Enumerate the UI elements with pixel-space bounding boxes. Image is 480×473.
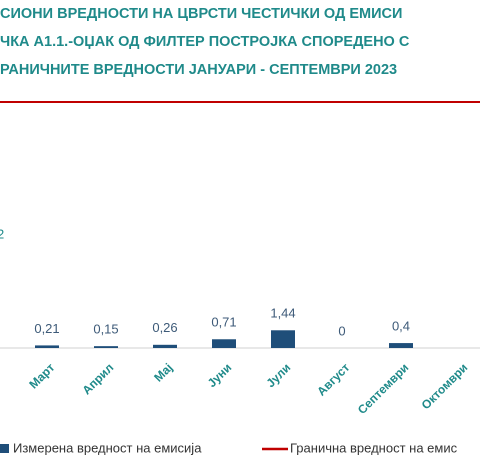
chart-title: ЧКА А1.1.-ОЏАК ОД ФИЛТЕР ПОСТРОЈКА СПОРЕ… bbox=[0, 34, 410, 50]
legend-label: Измерена вредност на емисија bbox=[13, 440, 202, 455]
x-tick-label: Мај bbox=[151, 360, 175, 384]
bar bbox=[271, 330, 295, 348]
value-label: 0,15 bbox=[93, 322, 118, 337]
legend-label: Гранична вредност на емис bbox=[290, 440, 458, 455]
value-label: 0,4 bbox=[392, 319, 410, 334]
x-tick-label: Април bbox=[79, 360, 116, 397]
value-label: 0,21 bbox=[34, 321, 59, 336]
chart-title: СИОНИ ВРЕДНОСТИ НА ЦВРСТИ ЧЕСТИЧКИ ОД ЕМ… bbox=[0, 6, 402, 22]
x-tick-label: Јули bbox=[264, 360, 294, 390]
x-tick-label: Март bbox=[26, 360, 57, 391]
x-tick-label: Октомври bbox=[419, 360, 471, 412]
bar bbox=[153, 344, 177, 348]
x-tick-label: Август bbox=[314, 360, 352, 398]
legend-swatch bbox=[0, 444, 9, 453]
bar bbox=[35, 345, 59, 348]
bar bbox=[389, 343, 413, 348]
bar bbox=[212, 339, 236, 348]
value-label: 0,26 bbox=[152, 320, 177, 335]
value-label: 1,44 bbox=[270, 306, 295, 321]
y-axis-fragment: 2 bbox=[0, 226, 4, 241]
value-label: 0,71 bbox=[211, 315, 236, 330]
x-tick-label: Септември bbox=[355, 360, 412, 417]
x-tick-label: Јуни bbox=[205, 360, 235, 390]
bar bbox=[94, 346, 118, 348]
chart-title: РАНИЧНИТЕ ВРЕДНОСТИ ЈАНУАРИ - СЕПТЕМВРИ … bbox=[0, 62, 397, 78]
value-label: 0 bbox=[338, 323, 345, 338]
